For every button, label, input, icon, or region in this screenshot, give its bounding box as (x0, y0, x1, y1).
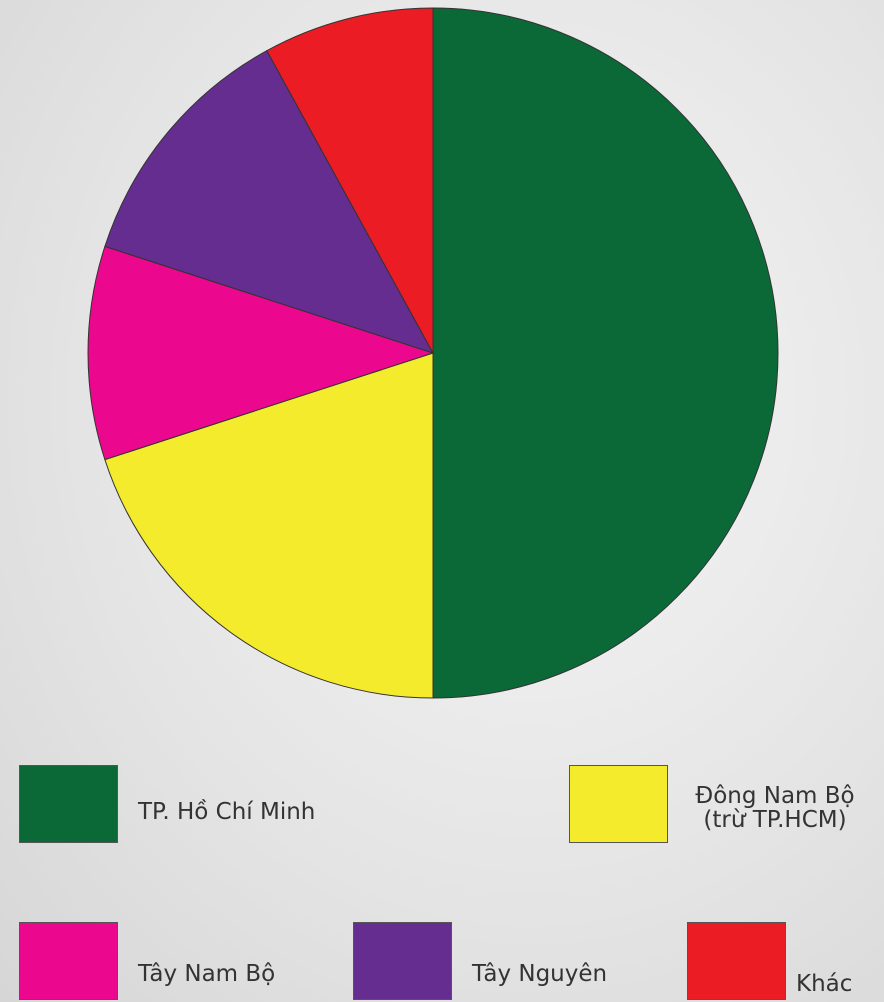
legend-swatch (19, 765, 118, 843)
pie-slice (104, 49, 435, 354)
legend-label: Tây Nam Bộ (138, 961, 276, 987)
legend-swatch (569, 765, 668, 843)
legend-swatch (19, 922, 118, 1000)
pie-chart (87, 7, 779, 699)
pie-slice (87, 245, 435, 461)
pie-slice (432, 7, 779, 699)
legend-label: Khác (796, 971, 853, 997)
legend-swatch (353, 922, 452, 1000)
legend-label: Tây Nguyên (472, 961, 608, 987)
pie-slice (266, 7, 434, 354)
legend-swatch (687, 922, 786, 1000)
legend-label: Đông Nam Bộ (trừ TP.HCM) (695, 783, 855, 833)
legend-label: TP. Hồ Chí Minh (138, 799, 316, 825)
pie-slice (104, 352, 434, 699)
